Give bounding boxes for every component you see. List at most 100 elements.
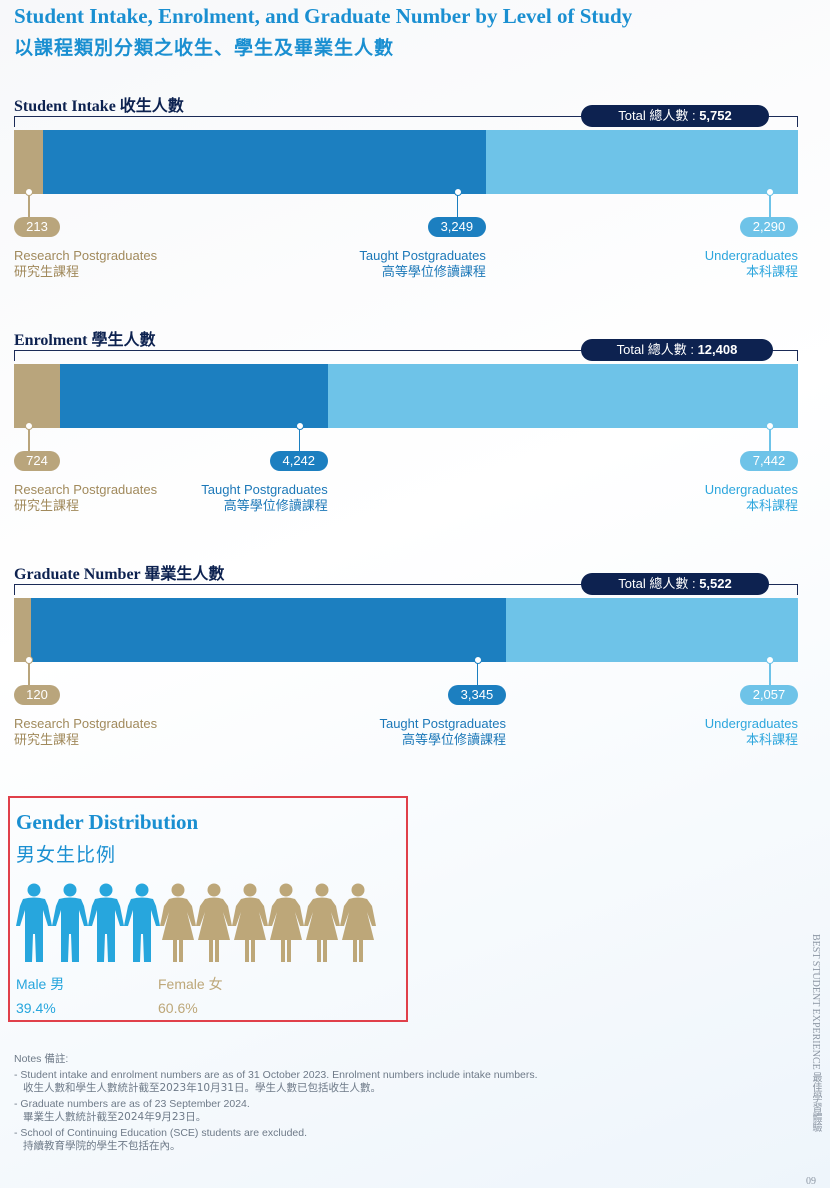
value-badge-taught: 3,345 [447,685,506,705]
stem-taught [456,194,459,218]
bracket-line [14,350,798,361]
total-badge: Total 總人數 : 5,752 [581,105,769,127]
marker-dot-undergrad [765,188,774,196]
note-en: - School of Continuing Education (SCE) s… [14,1127,308,1139]
label-en: Taught Postgraduates [379,716,506,731]
total-value: 5,522 [699,576,732,591]
male-percentage: 39.4% [16,1000,56,1016]
male-label: Male 男 [16,976,65,992]
segment-label-undergrad: Undergraduates 本科課程 [705,715,798,749]
stem-research [28,428,30,452]
marker-dot-research [24,656,33,664]
section-enrolment: Enrolment 學生人數 Total 總人數 : 12,408 724 Res… [14,326,798,526]
bracket-line [14,116,798,127]
bar-segment-taught [43,130,486,194]
page-number: 09 [806,1176,816,1187]
male-person-icon [52,883,88,962]
label-zh: 本科課程 [745,733,798,748]
bar-segment-research [14,364,60,428]
bar-segment-research [14,598,32,662]
section-title: Student Intake 收生人數 [14,98,184,115]
female-person-icon [232,883,268,962]
male-person-icon [124,883,160,962]
female-person-icon [160,883,196,962]
label-en: Taught Postgraduates [359,248,486,263]
segment-label-research: Research Postgraduates 研究生課程 [14,247,157,281]
value-badge-research: 213 [14,217,60,237]
stem-undergrad [769,662,771,686]
bar-segment-taught [31,598,506,662]
note-item: - School of Continuing Education (SCE) s… [14,1127,538,1153]
bar-segment-research [14,130,44,194]
section-student-intake: Student Intake 收生人數 Total 總人數 : 5,752 21… [14,92,798,292]
note-item: - Graduate numbers are as of 23 Septembe… [14,1098,538,1124]
section-title: Enrolment 學生人數 [14,332,156,349]
label-en: Research Postgraduates [14,248,158,263]
label-zh: 高等學位修讀課程 [381,265,486,280]
total-label: Total 總人數 : [618,576,700,591]
label-zh: 研究生課程 [14,499,80,514]
female-person-icon [304,883,340,962]
label-zh: 本科課程 [745,265,798,280]
gender-title-chinese: 男女生比例 [16,844,117,866]
note-en: - Student intake and enrolment numbers a… [14,1069,538,1081]
marker-dot-research [24,422,33,430]
gender-distribution-panel: Gender Distribution 男女生比例 Male 男 39.4% F… [8,796,408,1022]
page-title-chinese: 以課程類別分類之收生、學生及畢業生人數 [14,37,395,59]
female-label: Female 女 [158,976,223,992]
value-badge-undergrad: 2,290 [740,217,798,237]
marker-dot-undergrad [765,422,774,430]
segment-label-taught: Taught Postgraduates 高等學位修讀課程 [379,715,505,749]
label-en: Undergraduates [704,482,798,497]
value-badge-taught: 3,249 [427,217,486,237]
marker-dot-undergrad [765,656,774,664]
label-en: Taught Postgraduates [201,482,328,497]
value-badge-undergrad: 2,057 [740,685,798,705]
stem-undergrad [769,428,771,452]
note-zh: 收生人數和學生人數統計截至2023年10月31日。學生人數已包括收生人數。 [23,1082,381,1094]
segment-label-research: Research Postgraduates 研究生課程 [14,715,157,749]
bar-segment-undergrad [327,364,798,428]
marker-dot-taught [473,656,482,664]
total-value: 5,752 [699,108,732,123]
stacked-bar [14,364,798,428]
bracket-line [14,584,798,595]
male-person-icon [88,883,124,962]
value-badge-taught: 4,242 [269,451,328,471]
total-value: 12,408 [697,342,738,357]
marker-dot-taught [453,188,462,196]
label-zh: 研究生課程 [14,733,80,748]
note-zh: 畢業生人數統計截至2024年9月23日。 [23,1111,207,1123]
value-badge-research: 724 [14,451,60,471]
total-label: Total 總人數 : [618,108,700,123]
stem-research [28,662,30,686]
female-person-icon [268,883,304,962]
total-label: Total 總人數 : [616,342,698,357]
total-badge: Total 總人數 : 12,408 [581,339,773,361]
notes: Notes 備註: - Student intake and enrolment… [14,1053,538,1156]
side-running-title: BEST STUDENT EXPERIENCE 最佳學習體驗 [810,934,821,1133]
label-zh: 本科課程 [745,499,798,514]
section-title: Graduate Number 畢業生人數 [14,566,225,583]
label-zh: 研究生課程 [14,265,80,280]
label-en: Undergraduates [704,716,798,731]
label-en: Undergraduates [704,248,798,263]
note-en: - Graduate numbers are as of 23 Septembe… [14,1098,250,1110]
female-person-icon [196,883,232,962]
segment-label-taught: Taught Postgraduates 高等學位修讀課程 [359,247,485,281]
stem-research [28,194,30,218]
segment-label-research: Research Postgraduates 研究生課程 [14,481,157,515]
total-badge: Total 總人數 : 5,522 [581,573,769,595]
female-percentage: 60.6% [158,1000,198,1016]
label-en: Research Postgraduates [14,716,158,731]
bar-segment-undergrad [505,598,798,662]
stacked-bar [14,130,798,194]
stem-taught [476,662,479,686]
stem-undergrad [769,194,771,218]
segment-label-undergrad: Undergraduates 本科課程 [705,481,798,515]
gender-title: Gender Distribution [16,810,199,834]
people-figures [16,883,376,962]
female-person-icon [340,883,376,962]
notes-heading: Notes 備註: [14,1053,69,1065]
marker-dot-taught [295,422,304,430]
